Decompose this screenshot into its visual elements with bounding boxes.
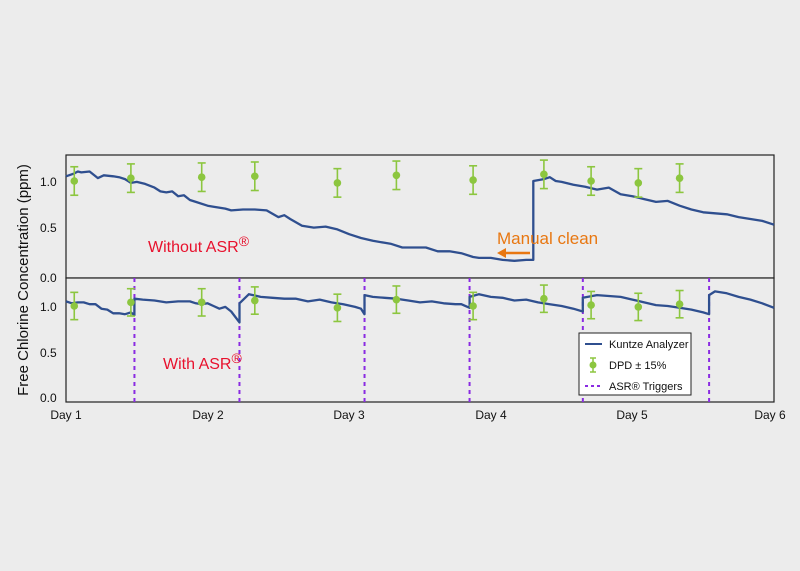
dpd-point [469,291,478,321]
x-tick-label: Day 2 [192,408,224,422]
dpd-marker [675,300,684,308]
panel-label-text: With ASR [163,356,231,373]
y-axis-label: Free Chlorine Concentration (ppm) [15,164,32,396]
dpd-marker [70,302,79,310]
manual-clean-annotation: Manual clean [497,229,598,248]
dpd-marker [540,170,548,179]
dpd-marker [587,177,595,185]
dpd-point [197,162,206,193]
legend-label-analyzer: Kuntze Analyzer [609,339,689,351]
legend: Kuntze Analyzer DPD ± 15% ASR® Triggers [578,332,692,396]
x-tick-label: Day 3 [333,408,365,422]
y-tick-label: 0.0 [40,391,57,405]
dpd-point [70,291,79,321]
dpd-point [634,292,643,322]
dpd-marker [127,298,135,307]
legend-label-triggers: ASR® Triggers [609,381,683,393]
x-tick-label: Day 4 [475,408,507,422]
analyzer-series-line [65,290,775,324]
panel-without-asr-marks [65,159,775,262]
dpd-marker [540,294,548,303]
y-tick-label: 1.0 [40,300,57,314]
dpd-point [675,163,684,194]
dpd-point [126,287,135,317]
dpd-marker [634,303,643,311]
dpd-point [333,293,342,323]
panel-with-asr-marks [65,278,775,402]
dpd-marker [469,176,477,184]
y-tick-label: 1.0 [40,175,57,189]
dpd-point [70,165,79,197]
legend-label-dpd: DPD ± 15% [609,360,667,372]
x-tick-label: Day 5 [616,408,648,422]
arrow-head [497,248,506,258]
dpd-marker [392,171,401,180]
y-tick-label: 0.5 [40,346,57,360]
panel-without-asr-y-ticks: 0.0 0.5 1.0 [40,175,57,285]
dpd-marker [333,179,342,187]
dpd-point [469,165,478,196]
dpd-marker [251,172,259,181]
dpd-point [126,163,135,194]
dpd-marker [634,179,643,187]
dpd-marker [392,295,401,304]
manual-clean-arrow [497,248,530,258]
dpd-point [333,167,342,198]
x-axis-ticks: Day 1 Day 2 Day 3 Day 4 Day 5 Day 6 [50,408,786,422]
legend-swatch-dpd-dot [589,361,597,369]
x-tick-label: Day 6 [754,408,786,422]
dpd-point [392,285,401,315]
dpd-point [197,287,206,317]
dpd-marker [197,173,206,181]
y-tick-label: 0.5 [40,221,57,235]
dpd-marker [675,174,684,182]
panel-with-asr-y-ticks: 0.0 0.5 1.0 [40,300,57,405]
panel-label-with-asr: With ASR® [163,350,242,373]
legend-box [578,332,692,396]
analyzer-series-line [65,170,775,262]
panel-label-sup: ® [239,233,250,249]
panel-label-text: Without ASR [148,239,239,256]
dpd-point [392,160,401,191]
dpd-point [634,167,643,198]
dpd-point [587,290,596,320]
y-tick-label: 0.0 [40,271,57,285]
dpd-point [587,165,596,197]
dpd-point [675,289,684,319]
dpd-point [250,161,259,192]
panel-without-asr [65,154,775,279]
dpd-marker [70,177,79,185]
dpd-point [250,286,259,315]
panel-label-without-asr: Without ASR® [148,233,250,256]
dpd-point [539,284,548,314]
dpd-point [539,159,548,190]
dpd-marker [251,296,259,305]
dpd-marker [587,301,595,309]
dpd-marker [333,304,342,312]
x-tick-label: Day 1 [50,408,82,422]
dpd-marker [197,298,206,307]
dpd-marker [469,302,477,310]
dpd-marker [127,174,135,182]
panel-label-sup: ® [231,350,242,366]
